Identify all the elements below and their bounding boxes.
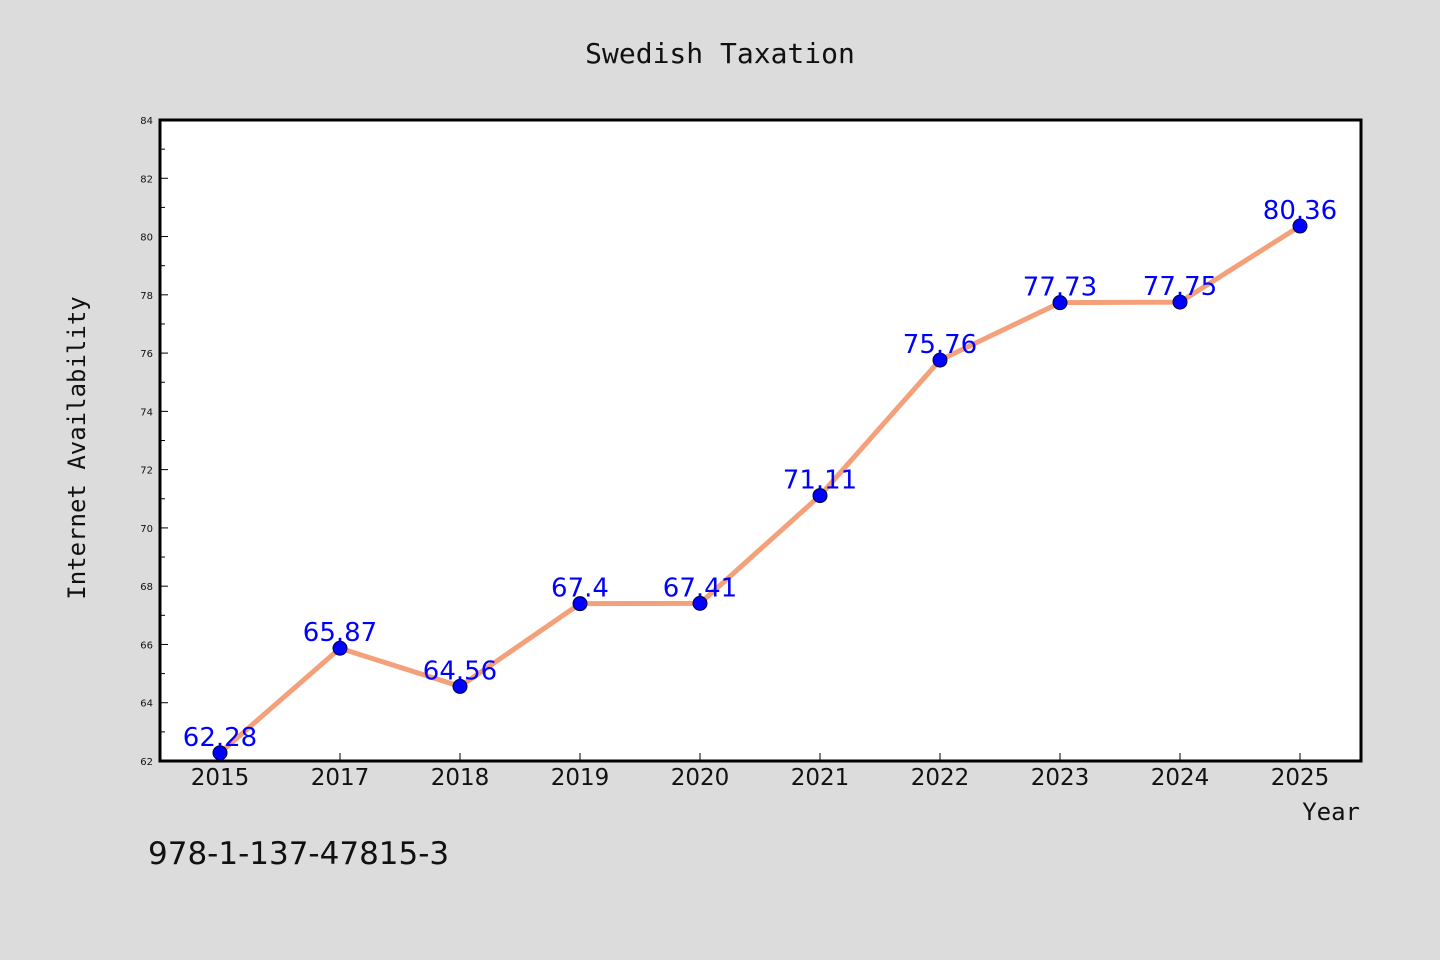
y-tick-label: 82 — [140, 174, 153, 185]
data-points — [212, 218, 1308, 761]
data-label: 67.4 — [551, 574, 609, 604]
x-tick-label: 2022 — [911, 765, 970, 791]
x-tick-label: 2020 — [671, 765, 730, 791]
y-tick-label: 70 — [140, 524, 153, 535]
data-label: 77.75 — [1143, 272, 1217, 302]
isbn-text: 978-1-137-47815-3 — [148, 836, 449, 872]
y-tick-label: 72 — [140, 466, 153, 477]
y-tick-label: 68 — [140, 582, 153, 593]
y-tick-label: 80 — [140, 233, 153, 244]
y-tick-label: 66 — [140, 640, 153, 651]
y-axis-ticks: 62 64 66 68 70 72 74 76 78 80 82 84 — [140, 116, 168, 768]
data-point — [452, 678, 468, 694]
data-labels: 62.28 65.87 64.56 67.4 67.41 71.11 75.76 77.73 7… — [183, 196, 1337, 753]
data-label: 62.28 — [183, 723, 257, 753]
y-tick-label: 76 — [140, 349, 153, 360]
y-tick-label: 78 — [140, 291, 153, 302]
x-axis-label: Year — [1302, 798, 1360, 826]
data-point — [572, 596, 588, 612]
y-tick-label: 64 — [140, 699, 153, 710]
data-point — [692, 595, 708, 611]
data-point — [932, 352, 948, 368]
x-axis-ticks: 2015 2017 2018 2019 2020 2021 2022 2023 2024 2025 — [191, 753, 1330, 791]
x-tick-label: 2025 — [1271, 765, 1330, 791]
x-tick-label: 2024 — [1151, 765, 1210, 791]
data-point — [1172, 294, 1188, 310]
data-point — [1052, 295, 1068, 311]
data-label: 64.56 — [423, 656, 497, 686]
x-tick-label: 2021 — [791, 765, 850, 791]
data-label: 77.73 — [1023, 273, 1097, 303]
plot-area — [158, 118, 1363, 763]
y-tick-label: 62 — [140, 757, 153, 768]
chart-title: Swedish Taxation — [585, 37, 855, 70]
data-label: 71.11 — [783, 466, 857, 496]
x-tick-label: 2018 — [431, 765, 490, 791]
data-label: 67.41 — [663, 573, 737, 603]
data-label: 65.87 — [303, 618, 377, 648]
x-tick-label: 2017 — [311, 765, 370, 791]
data-label: 80.36 — [1263, 196, 1337, 226]
y-tick-label: 84 — [140, 116, 153, 127]
data-point — [212, 745, 228, 761]
data-point — [332, 640, 348, 656]
x-tick-label: 2023 — [1031, 765, 1090, 791]
series-polyline — [217, 223, 1303, 756]
data-point — [1292, 218, 1308, 234]
data-label: 75.76 — [903, 330, 977, 360]
series-line — [217, 223, 1303, 756]
x-tick-label: 2019 — [551, 765, 610, 791]
y-tick-label: 74 — [140, 407, 153, 418]
data-point — [812, 488, 828, 504]
x-tick-label: 2015 — [191, 765, 250, 791]
y-axis-label: Internet Availability — [63, 296, 91, 599]
